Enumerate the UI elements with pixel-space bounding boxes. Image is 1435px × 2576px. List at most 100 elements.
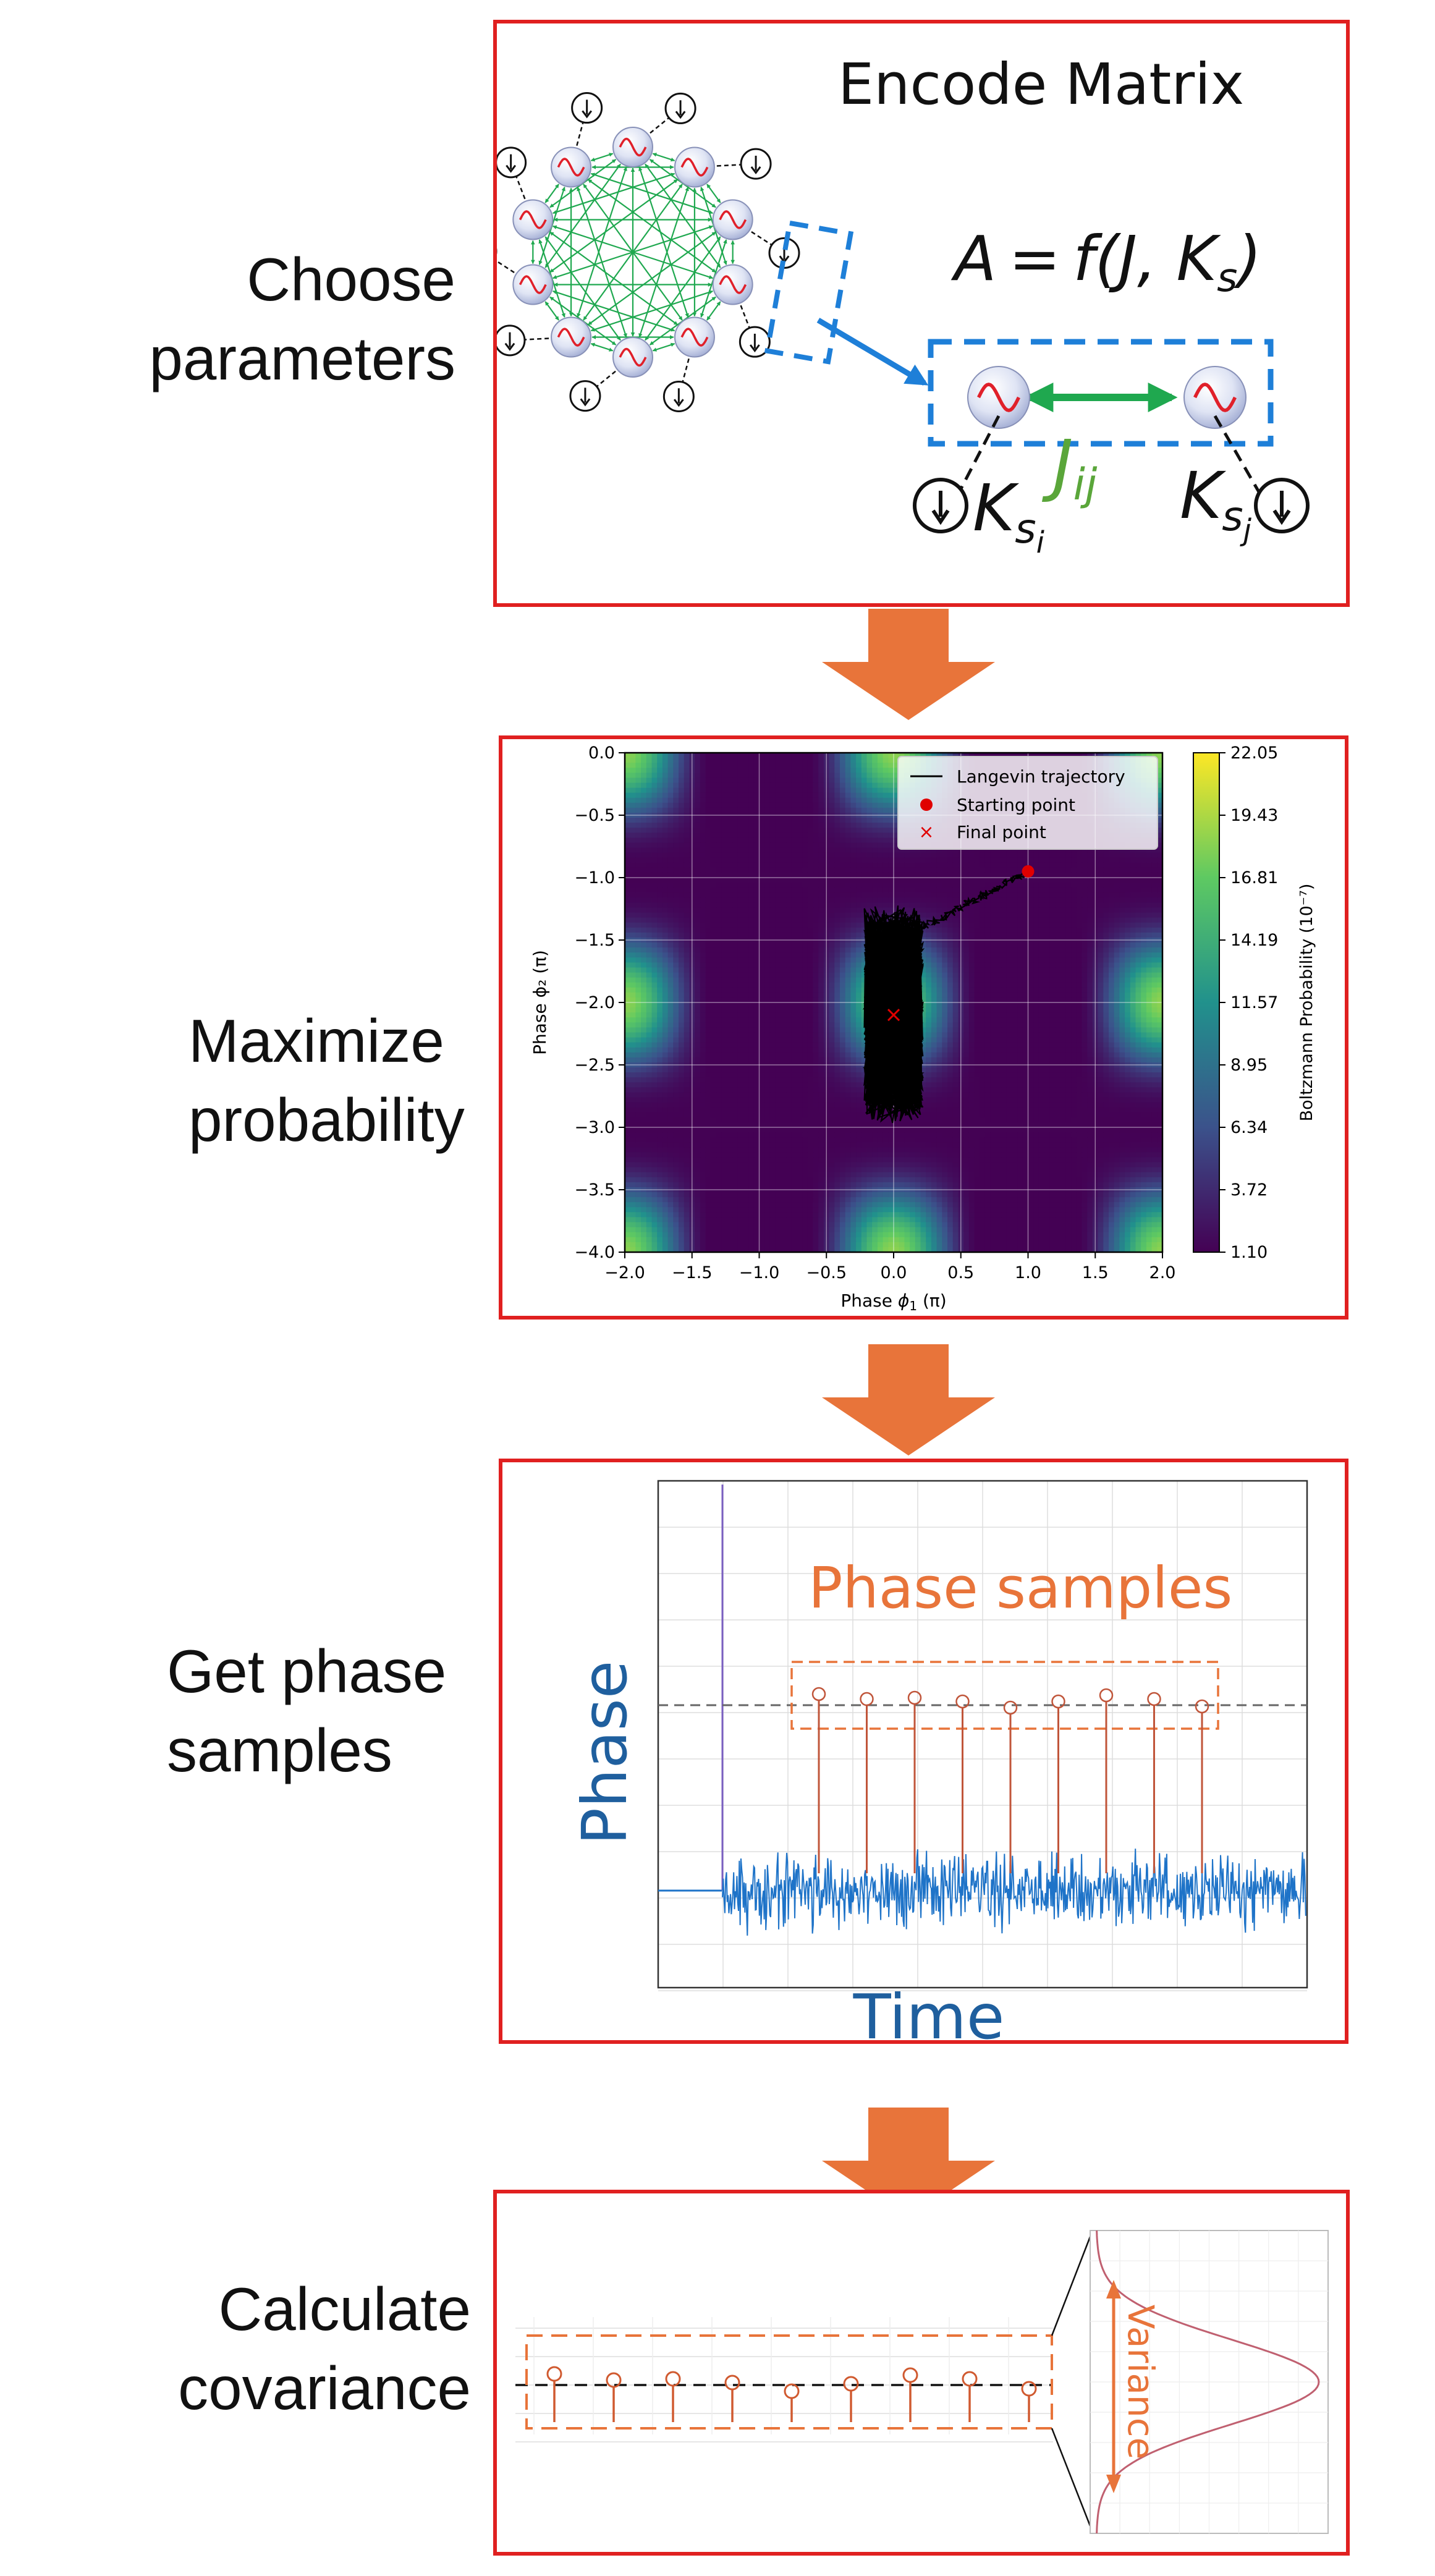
down-arrow-icon bbox=[822, 2108, 995, 2219]
step-label-line2: parameters bbox=[149, 324, 455, 392]
variance-arrow-head-bottom bbox=[1106, 2475, 1121, 2493]
phase-samples-panel: Phase samples Phase Time bbox=[499, 1459, 1348, 2044]
oscillator-icon bbox=[674, 316, 715, 358]
highlight-pair-box bbox=[764, 220, 854, 365]
covariance-panel: Variance bbox=[493, 2190, 1350, 2556]
spin-down-icon bbox=[497, 146, 527, 179]
phase-samples-diagram: Phase samples Phase Time bbox=[569, 1480, 1308, 2040]
colorbar-tick-label: 6.34 bbox=[1230, 1118, 1268, 1137]
starting-point bbox=[1022, 865, 1035, 878]
x-tick-label: 1.5 bbox=[1082, 1263, 1109, 1282]
spin-down-icon bbox=[739, 326, 771, 358]
sample-marker bbox=[811, 1687, 826, 1701]
encode-equation: A = f(J, Ks) bbox=[950, 222, 1261, 301]
step-label-line2: covariance bbox=[178, 2354, 471, 2422]
coupling-edge bbox=[706, 301, 721, 321]
oscillator-j-icon bbox=[1183, 366, 1247, 429]
step-label-calculate-covariance: Calculate covariance bbox=[178, 2269, 471, 2428]
sample-marker bbox=[1021, 2381, 1037, 2397]
step-label-line1: Calculate bbox=[218, 2275, 471, 2343]
step-label-line1: Maximize bbox=[188, 1007, 444, 1075]
bias-link-right bbox=[1213, 415, 1265, 501]
step-label-choose-parameters: Choose parameters bbox=[149, 240, 455, 398]
step-label-line2: probability bbox=[188, 1086, 465, 1154]
sample-marker bbox=[843, 2376, 859, 2392]
y-tick-label: −2.0 bbox=[574, 993, 615, 1012]
y-tick-label: −1.0 bbox=[574, 868, 615, 888]
sample-marker bbox=[962, 2371, 978, 2387]
encode-matrix-diagram: Encode Matrix A = f(J, Ks) Jij Ksi Ksj bbox=[497, 51, 1310, 560]
x-tick-label: −1.0 bbox=[739, 1263, 780, 1282]
colorbar-tick-label: 14.19 bbox=[1230, 931, 1278, 950]
y-tick-label: −4.0 bbox=[574, 1243, 615, 1262]
oscillator-icon bbox=[612, 127, 653, 167]
oscillator-network bbox=[497, 92, 800, 412]
coupling-edge bbox=[544, 184, 559, 203]
covariance-diagram: Variance bbox=[515, 2230, 1329, 2534]
oscillator-icon bbox=[712, 264, 753, 305]
bracket-left bbox=[1051, 2236, 1091, 2527]
sample-marker bbox=[1147, 1692, 1161, 1706]
legend-final-point: Final point bbox=[957, 822, 1046, 842]
spin-down-icon bbox=[913, 478, 968, 533]
colorbar bbox=[1193, 752, 1220, 1253]
spin-down-icon bbox=[569, 380, 601, 412]
x-tick-label: 2.0 bbox=[1149, 1263, 1176, 1282]
spin-down-icon bbox=[662, 380, 695, 412]
step-label-get-phase-samples: Get phase samples bbox=[167, 1632, 446, 1790]
x-axis-label: Phase ϕ1 (π) bbox=[840, 1290, 946, 1313]
sample-marker bbox=[860, 1692, 874, 1706]
colorbar-tick-label: 22.05 bbox=[1230, 744, 1278, 763]
spin-down-icon bbox=[664, 92, 696, 124]
coupling-edge bbox=[706, 184, 721, 203]
sample-marker bbox=[665, 2371, 681, 2387]
legend-trajectory: Langevin trajectory bbox=[957, 766, 1125, 787]
y-tick-label: −2.5 bbox=[574, 1056, 615, 1075]
oscillator-icon bbox=[512, 264, 554, 305]
spin-down-icon bbox=[497, 324, 526, 357]
x-tick-label: −2.0 bbox=[604, 1263, 645, 1282]
y-tick-label: −3.5 bbox=[574, 1180, 615, 1200]
sample-marker bbox=[955, 1694, 970, 1709]
step-label-line1: Get phase bbox=[167, 1637, 447, 1705]
step-label-line2: samples bbox=[167, 1716, 392, 1784]
sample-marker bbox=[1051, 1694, 1065, 1709]
colorbar-tick-label: 8.95 bbox=[1230, 1056, 1268, 1075]
spin-down-icon bbox=[740, 148, 772, 180]
gaussian-curve bbox=[1096, 2230, 1320, 2534]
oscillator-icon bbox=[712, 199, 753, 240]
y-tick-label: −1.5 bbox=[574, 931, 615, 950]
x-tick-label: −1.5 bbox=[672, 1263, 713, 1282]
phase-plot-frame bbox=[657, 1480, 1308, 1989]
down-arrow-icon bbox=[822, 609, 995, 720]
coupling-edge bbox=[544, 301, 559, 321]
variance-arrow-head-top bbox=[1106, 2280, 1121, 2298]
step-label-maximize-probability: Maximize probability bbox=[188, 1001, 465, 1159]
colorbar-tick-label: 19.43 bbox=[1230, 806, 1278, 825]
phase-sample-stems bbox=[811, 1687, 1209, 1873]
oscillator-icon bbox=[612, 337, 653, 378]
coupling-edge bbox=[652, 153, 675, 162]
oscillator-icon bbox=[674, 146, 715, 188]
phase-samples-title: Phase samples bbox=[808, 1555, 1232, 1621]
coupling-edge bbox=[577, 187, 627, 338]
sample-marker bbox=[902, 2367, 918, 2383]
spin-down-icon bbox=[571, 92, 603, 124]
coupling-edge bbox=[590, 153, 614, 162]
y-axis-label: Phase ϕ₂ (π) bbox=[530, 950, 550, 1055]
oscillator-icon bbox=[512, 199, 554, 240]
colorbar-tick-label: 16.81 bbox=[1230, 868, 1278, 888]
coupling-edge bbox=[590, 342, 614, 352]
coupling-edge bbox=[652, 342, 675, 352]
phase-axis-label: Phase bbox=[569, 1661, 641, 1845]
time-axis-label: Time bbox=[853, 1981, 1005, 2040]
y-tick-label: −3.0 bbox=[574, 1118, 615, 1137]
step-label-line1: Choose bbox=[247, 245, 455, 313]
final-point bbox=[887, 1009, 900, 1022]
zoom-arrow bbox=[816, 318, 929, 386]
y-axis-ticks: 0.0 −0.5 −1.0 −1.5 −2.0 −2.5 −3.0 −3.5 −4.0 bbox=[574, 744, 625, 1262]
x-tick-label: 0.0 bbox=[881, 1263, 907, 1282]
sample-marker bbox=[784, 2383, 800, 2399]
spin-down-icon bbox=[1254, 478, 1310, 533]
sample-stems bbox=[546, 2366, 1037, 2422]
